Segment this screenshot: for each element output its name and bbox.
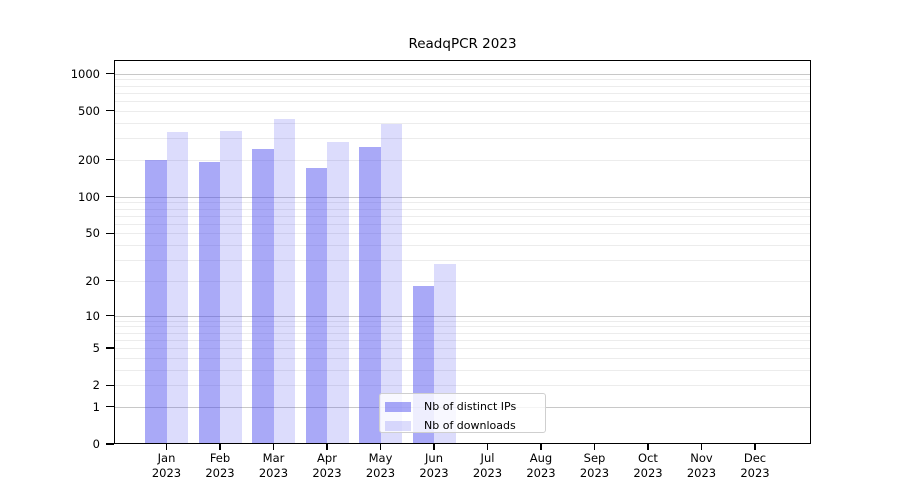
x-tick-label-jul: Jul 2023 [472, 451, 503, 480]
x-tick-label-oct: Oct 2023 [633, 451, 663, 480]
bar-downloads-may [380, 124, 402, 443]
gridline-minor-5 [114, 348, 811, 349]
x-tick-mark-aug [540, 444, 542, 450]
gridline-minor-80 [114, 208, 811, 210]
legend-swatch-distinct-ips [385, 401, 411, 412]
gridline-minor-8 [114, 326, 811, 328]
gridline-minor-700 [114, 92, 811, 94]
plot-area [114, 60, 811, 444]
y-tick-label-2: 2 [92, 378, 100, 393]
x-tick-label-feb: Feb 2023 [205, 451, 235, 480]
y-tick-label-10: 10 [85, 308, 100, 323]
y-tick-label-100: 100 [78, 189, 100, 204]
y-tick-mark-0 [106, 443, 114, 445]
gridline-major-100 [114, 196, 811, 198]
y-tick-label-50: 50 [85, 226, 100, 241]
y-tick-mark-10 [106, 314, 114, 317]
gridline-minor-2 [114, 385, 811, 387]
gridline-minor-200 [114, 159, 811, 161]
bar-downloads-jan [166, 132, 188, 443]
legend-label-downloads: Nb of downloads [424, 419, 516, 432]
x-tick-mark-nov [700, 444, 703, 450]
x-tick-label-nov: Nov 2023 [686, 451, 717, 480]
gridline-minor-3 [114, 369, 811, 371]
chart-title: ReadqPCR 2023 [408, 36, 517, 52]
gridline-minor-4 [114, 357, 811, 359]
x-tick-mark-feb [219, 444, 221, 450]
x-tick-mark-dec [754, 444, 756, 450]
gridline-minor-300 [114, 138, 811, 140]
x-tick-mark-jun [433, 444, 435, 450]
legend-item-downloads: Nb of downloads [380, 416, 545, 435]
bar-downloads-apr [327, 141, 349, 443]
y-tick-label-5: 5 [92, 341, 100, 355]
y-tick-mark-200 [106, 159, 114, 161]
gridline-minor-50 [114, 233, 811, 235]
x-tick-mark-jul [486, 444, 489, 450]
gridline-minor-40 [114, 245, 811, 246]
x-tick-mark-oct [647, 444, 649, 450]
y-tick-mark-500 [106, 110, 114, 112]
gridline-minor-6 [114, 339, 811, 341]
gridline-minor-20 [114, 280, 811, 282]
y-tick-label-200: 200 [78, 152, 100, 167]
x-tick-label-jan: Jan 2023 [151, 451, 182, 480]
y-tick-mark-1000 [106, 73, 114, 75]
gridline-minor-600 [114, 101, 811, 102]
x-tick-label-aug: Aug 2023 [526, 451, 556, 480]
bar-distinct-ips-may [359, 147, 381, 443]
legend-label-distinct-ips: Nb of distinct IPs [424, 400, 517, 413]
y-tick-label-500: 500 [78, 103, 100, 118]
x-tick-mark-apr [326, 444, 328, 450]
y-tick-label-0: 0 [92, 437, 100, 451]
bar-distinct-ips-apr [305, 168, 327, 443]
x-tick-label-mar: Mar 2023 [258, 451, 289, 480]
x-tick-label-jun: Jun 2023 [419, 451, 449, 480]
legend: Nb of distinct IPs Nb of downloads [379, 393, 546, 433]
x-tick-mark-sep [593, 444, 596, 450]
y-tick-mark-5 [106, 347, 114, 349]
gridline-minor-7 [114, 332, 811, 334]
x-tick-mark-may [379, 444, 382, 450]
y-tick-label-20: 20 [85, 273, 100, 288]
x-tick-label-dec: Dec 2023 [740, 451, 770, 480]
x-tick-label-sep: Sep 2023 [579, 451, 610, 480]
x-tick-mark-mar [272, 444, 275, 450]
bar-downloads-mar [273, 118, 295, 443]
y-tick-mark-50 [106, 232, 114, 234]
y-tick-mark-20 [106, 280, 114, 282]
gridline-minor-900 [114, 79, 811, 81]
gridline-minor-800 [114, 85, 811, 87]
bar-distinct-ips-jan [145, 159, 167, 443]
y-tick-mark-2 [106, 384, 114, 386]
bar-downloads-feb [220, 131, 242, 443]
gridline-major-1000 [114, 73, 811, 75]
y-tick-mark-100 [106, 196, 114, 198]
x-tick-mark-jan [165, 444, 168, 450]
y-tick-label-1: 1 [92, 399, 100, 414]
gridline-minor-70 [114, 215, 811, 217]
gridline-minor-90 [114, 202, 811, 204]
y-tick-label-1000: 1000 [70, 66, 100, 81]
gridline-minor-9 [114, 320, 811, 322]
x-tick-label-may: May 2023 [365, 451, 396, 480]
bar-distinct-ips-mar [252, 148, 274, 443]
legend-swatch-downloads [385, 420, 411, 431]
gridline-minor-30 [114, 259, 811, 261]
bar-distinct-ips-feb [198, 161, 220, 443]
y-tick-mark-1 [106, 406, 114, 408]
x-tick-label-apr: Apr 2023 [312, 451, 342, 480]
legend-item-distinct-ips: Nb of distinct IPs [380, 397, 545, 416]
gridline-minor-500 [114, 110, 811, 112]
gridline-minor-60 [114, 223, 811, 225]
gridline-minor-400 [114, 122, 811, 124]
gridline-major-10 [114, 315, 811, 317]
